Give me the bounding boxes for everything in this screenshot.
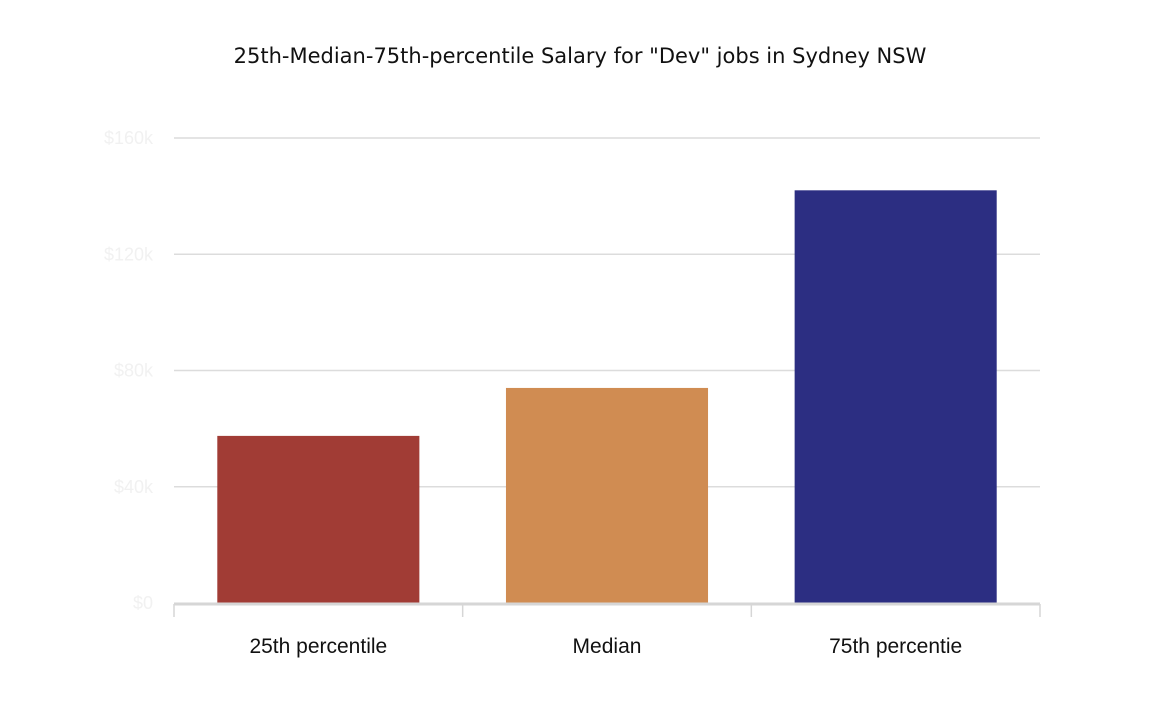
x-tick-label: 75th percentie: [829, 635, 962, 658]
y-tick-label: $160k: [104, 128, 154, 148]
y-tick-label: $0: [133, 593, 153, 613]
y-tick-label: $40k: [114, 477, 154, 497]
y-tick-label: $120k: [104, 244, 154, 264]
x-tick-label: 25th percentile: [249, 635, 387, 658]
bar: [505, 387, 709, 603]
x-axis: [173, 602, 1041, 617]
y-tick-labels: $0 $40k $80k $120k $160k: [104, 128, 154, 613]
bar: [794, 190, 997, 603]
y-tick-label: $80k: [114, 361, 154, 381]
bars: [217, 190, 997, 603]
chart-title: 25th-Median-75th-percentile Salary for "…: [233, 44, 927, 68]
bar: [217, 435, 420, 603]
x-tick-label: Median: [573, 635, 642, 658]
x-tick-labels: 25th percentile Median 75th percentie: [249, 635, 962, 658]
